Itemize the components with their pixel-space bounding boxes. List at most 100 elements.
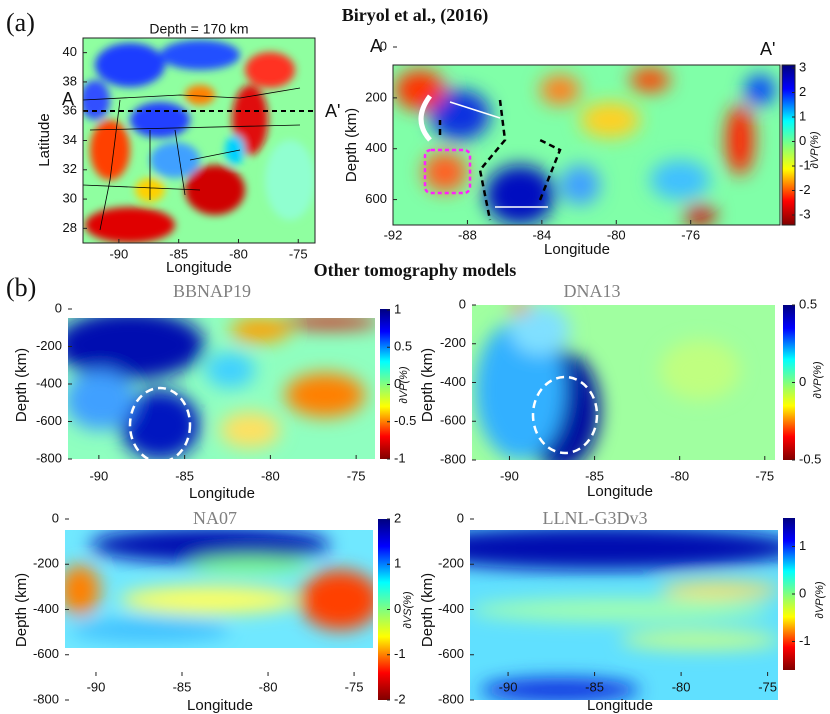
x-tick-label: -80 (259, 679, 278, 694)
y-tick-label: -800 (440, 451, 466, 466)
colorbar-tick-label: 2 (799, 84, 806, 99)
x-axis-label: Longitude (166, 259, 232, 276)
y-tick-label: 28 (63, 220, 77, 235)
section-field (65, 530, 373, 648)
colorbar (783, 518, 795, 670)
colorbar-tick-label: 0.5 (394, 339, 412, 354)
x-tick-label: -90 (499, 679, 518, 694)
panel-label: (b) (6, 273, 36, 302)
annotation: A (370, 36, 382, 56)
x-tick-label: -75 (289, 246, 308, 261)
x-tick-label: -76 (681, 227, 700, 242)
y-tick-label: 38 (63, 73, 77, 88)
y-tick-label: 200 (365, 89, 387, 104)
section-field (68, 318, 375, 459)
panel-title: BBNAP19 (173, 281, 251, 301)
y-tick-label: 0 (52, 510, 59, 525)
y-tick-label: 600 (365, 191, 387, 206)
colorbar-tick-label: 2 (394, 510, 401, 525)
section-field (472, 305, 775, 460)
x-tick-label: -75 (758, 679, 777, 694)
colorbar-tick-label: 1 (394, 301, 401, 316)
y-tick-label: 32 (63, 161, 77, 176)
x-tick-label: -75 (345, 679, 364, 694)
colorbar-tick-label: 1 (799, 108, 806, 123)
x-axis-label: Longitude (587, 483, 653, 500)
colorbar-label: ∂VP(%) (398, 366, 410, 404)
y-tick-label: -600 (33, 646, 59, 661)
y-axis-label: Depth (km) (419, 573, 436, 647)
y-axis-label: Latitude (36, 113, 53, 166)
colorbar-tick-label: -2 (394, 691, 406, 706)
x-axis-label: Longitude (587, 697, 653, 714)
x-tick-label: -80 (672, 679, 691, 694)
x-tick-label: -85 (173, 679, 192, 694)
colorbar-tick-label: 3 (799, 59, 806, 74)
y-tick-label: 0 (380, 38, 387, 53)
colorbar-tick-label: -1 (799, 633, 811, 648)
y-tick-label: 30 (63, 191, 77, 206)
colorbar-tick-label: -3 (799, 206, 811, 221)
y-tick-label: -200 (33, 556, 59, 571)
colorbar-tick-label: 1 (394, 556, 401, 571)
x-tick-label: -90 (89, 468, 108, 483)
y-tick-label: -600 (36, 413, 62, 428)
y-axis-label: Depth (km) (13, 573, 30, 647)
colorbar-tick-label: -1 (394, 450, 406, 465)
y-tick-label: -800 (438, 691, 464, 706)
colorbar (781, 64, 796, 226)
x-tick-label: -85 (175, 468, 194, 483)
colorbar-label: ∂VP(%) (809, 131, 821, 169)
x-tick-label: -84 (532, 227, 551, 242)
x-tick-label: -92 (384, 227, 403, 242)
y-tick-label: -400 (438, 601, 464, 616)
x-tick-label: -88 (458, 227, 477, 242)
y-tick-label: -200 (36, 338, 62, 353)
annotation: A (62, 89, 74, 109)
y-tick-label: 400 (365, 140, 387, 155)
x-axis-label: Longitude (189, 485, 255, 502)
colorbar-tick-label: -2 (799, 182, 811, 197)
y-tick-label: -600 (438, 646, 464, 661)
map-field (83, 38, 315, 243)
annotation: A' (760, 39, 775, 59)
y-tick-label: -600 (440, 413, 466, 428)
panel-label: (a) (6, 8, 35, 37)
x-tick-label: -80 (261, 468, 280, 483)
colorbar-label: ∂VP(%) (812, 361, 824, 399)
colorbar-tick-label: -1 (799, 157, 811, 172)
y-tick-label: 0 (55, 300, 62, 315)
panel-title: Depth = 170 km (149, 21, 248, 37)
x-tick-label: -85 (585, 468, 604, 483)
y-tick-label: 34 (63, 132, 77, 147)
figure-title: Biryol et al., (2016) (342, 5, 488, 26)
colorbar-label: ∂VP(%) (814, 581, 826, 619)
colorbar-label: ∂VS(%) (402, 591, 414, 629)
panel-title: NA07 (193, 508, 237, 528)
section-field (470, 530, 778, 700)
x-axis-label: Longitude (544, 241, 610, 258)
y-axis-label: Depth (km) (13, 348, 30, 422)
colorbar-tick-label: 0 (394, 376, 401, 391)
colorbar-tick-label: -1 (394, 646, 406, 661)
x-tick-label: -75 (755, 468, 774, 483)
y-tick-label: -400 (36, 375, 62, 390)
panel-title: LLNL-G3Dv3 (543, 508, 648, 528)
colorbar-tick-label: -0.5 (394, 413, 416, 428)
colorbar-tick-label: 0 (799, 133, 806, 148)
colorbar (783, 305, 795, 460)
y-tick-label: 36 (63, 103, 77, 118)
panel-title: DNA13 (564, 281, 621, 301)
y-tick-label: 0 (457, 510, 464, 525)
colorbar-tick-label: 1 (799, 538, 806, 553)
x-tick-label: -85 (585, 679, 604, 694)
section-title: Other tomography models (314, 260, 517, 280)
x-axis-label: Longitude (187, 697, 253, 714)
x-tick-label: -75 (347, 468, 366, 483)
y-tick-label: -200 (440, 335, 466, 350)
colorbar (380, 309, 390, 459)
y-axis-label: Depth (km) (343, 108, 360, 182)
y-tick-label: 0 (459, 296, 466, 311)
colorbar-tick-label: 0 (394, 601, 401, 616)
